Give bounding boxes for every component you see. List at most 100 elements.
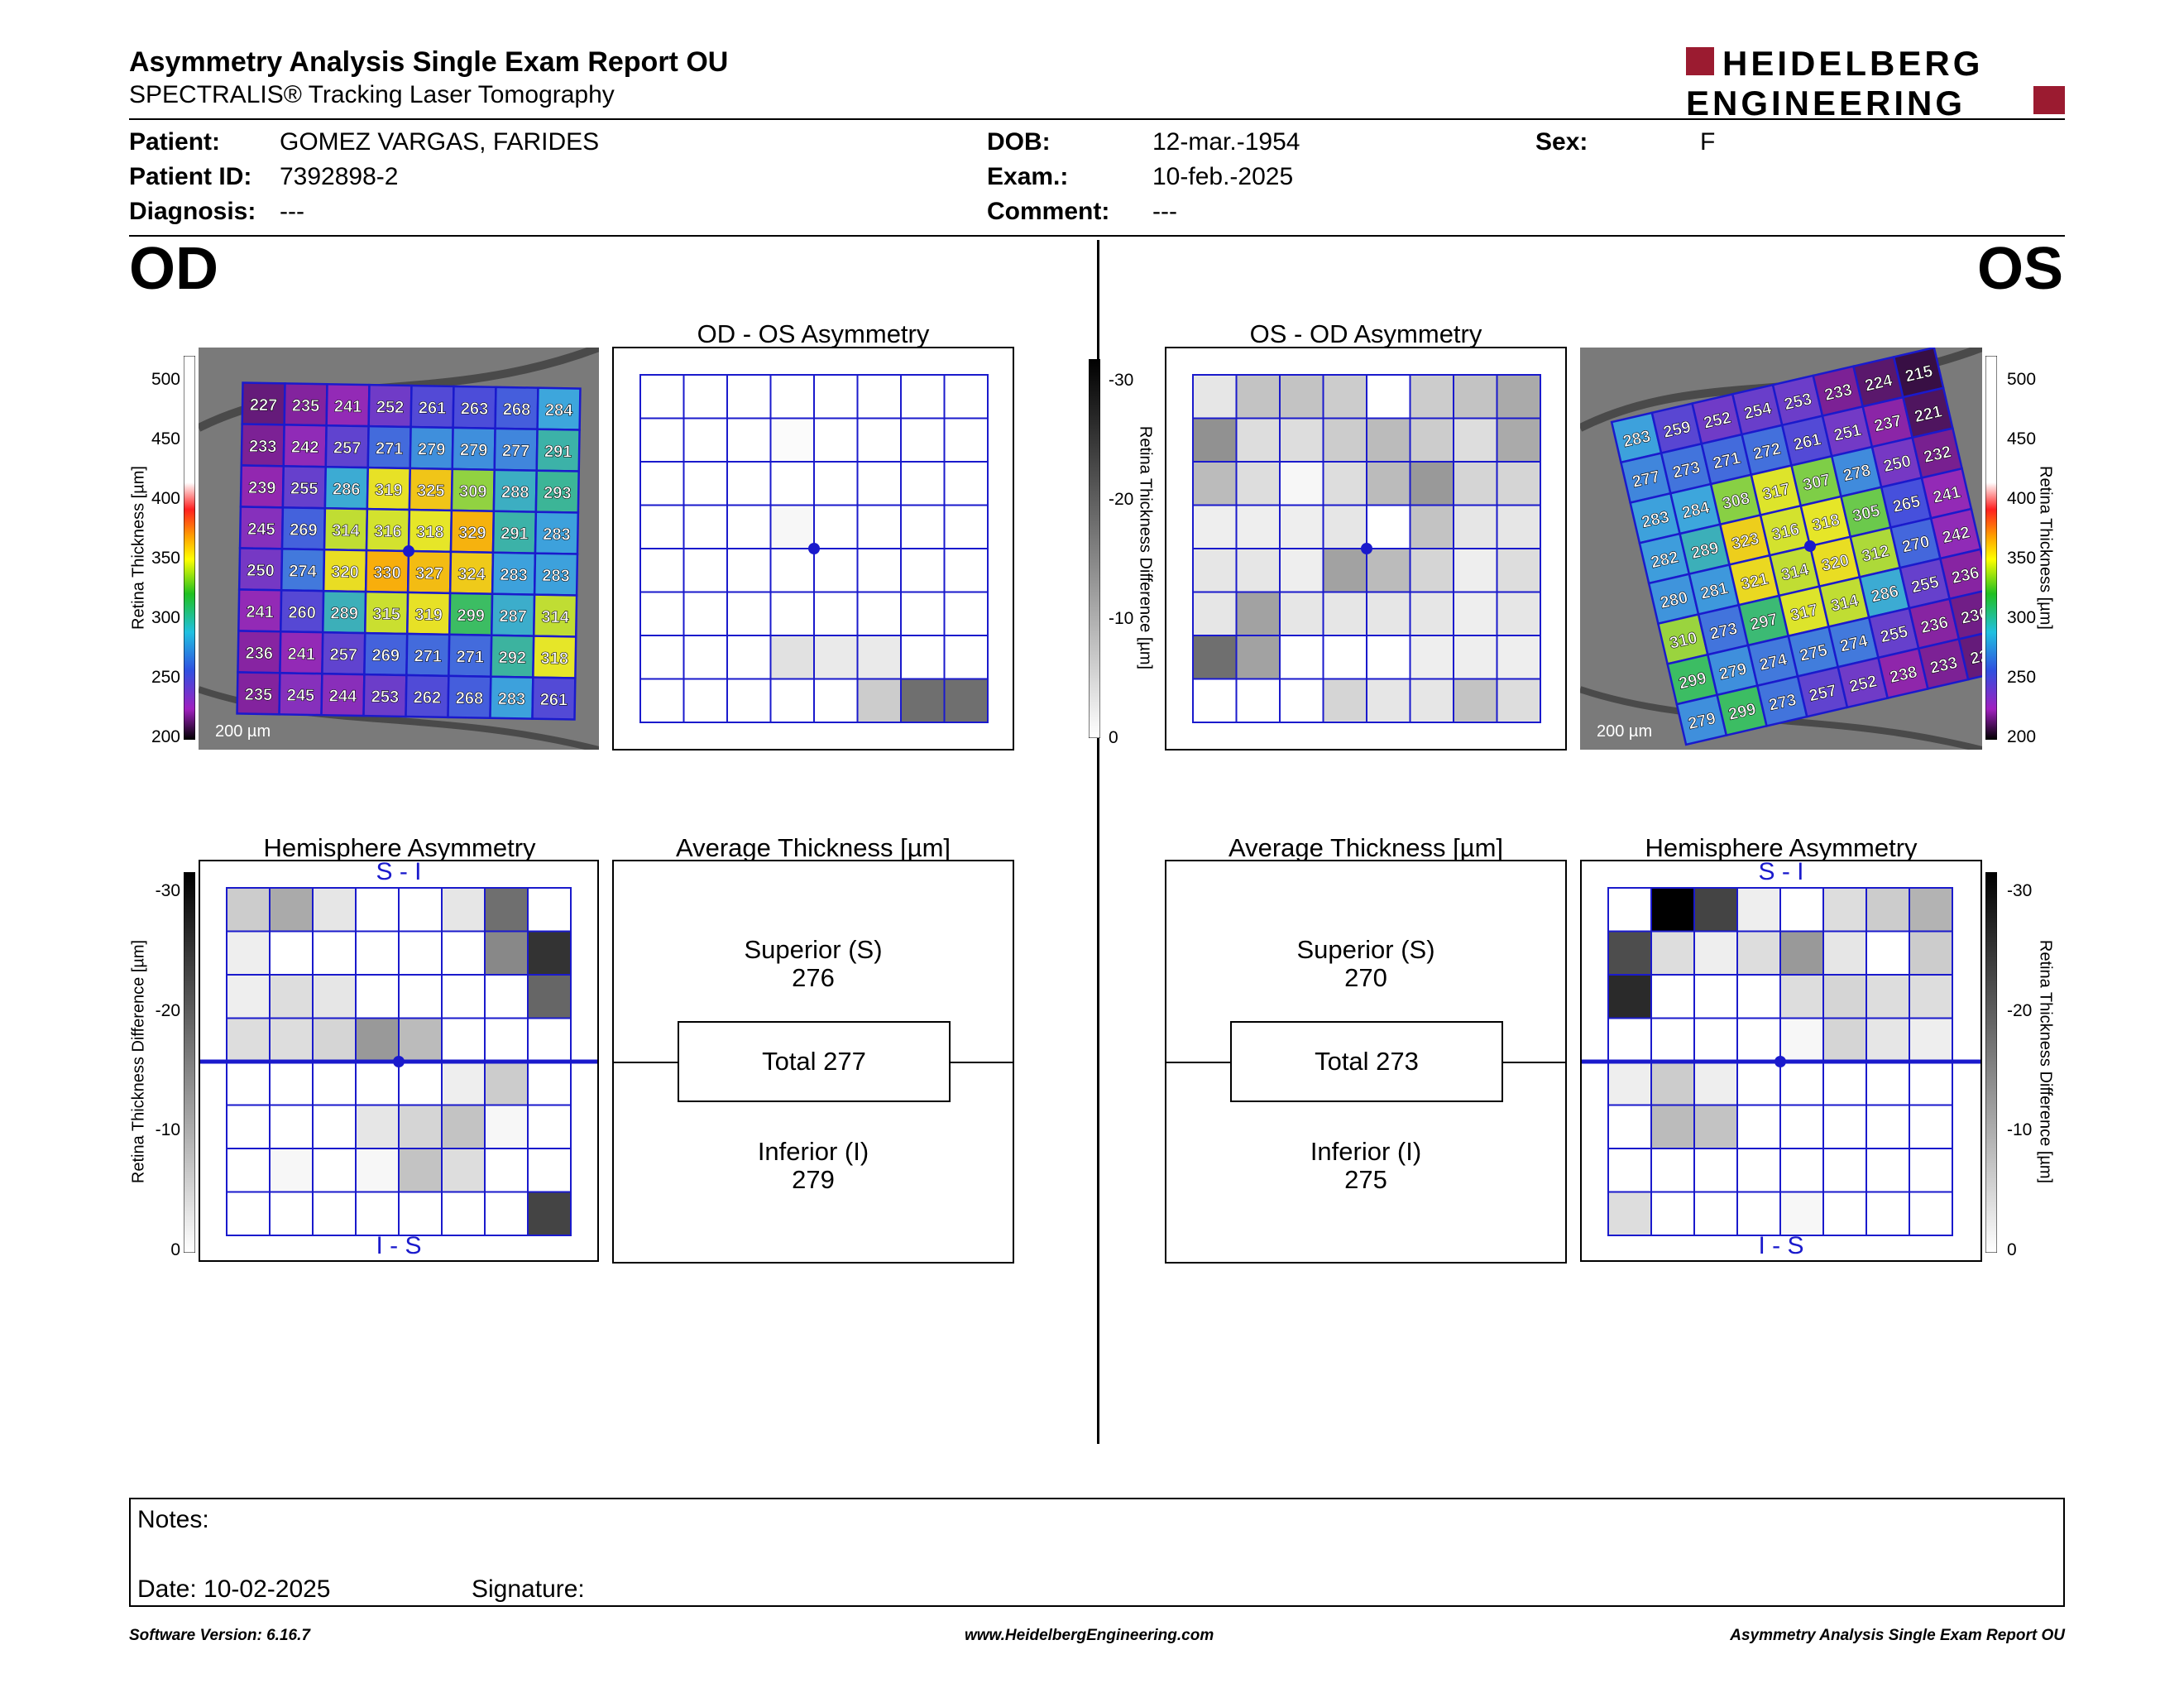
od-asym-cell [943, 548, 989, 593]
od-map-value: 271 [376, 439, 404, 458]
od-asym-cell [639, 635, 685, 680]
os-hemi-cell [1822, 1191, 1867, 1236]
od-map-value: 242 [291, 439, 319, 458]
os-asym-cell [1366, 591, 1411, 636]
os-asym-cell [1192, 374, 1238, 420]
os-asym-cell [1409, 417, 1454, 463]
tick-label: -30 [1109, 371, 1134, 390]
od-hemi-cell [398, 1191, 443, 1236]
os-hemi-cell [1650, 887, 1695, 933]
os-hemi-panel: S - I I - S [1580, 858, 1982, 1262]
od-map-value: 227 [250, 396, 278, 415]
od-hemi-cell [269, 1191, 314, 1236]
od-asym-cell [682, 374, 728, 420]
report-subtitle: SPECTRALIS® Tracking Laser Tomography [129, 81, 615, 108]
os-hemi-cell [1779, 887, 1824, 933]
tick-label: 250 [151, 668, 180, 687]
od-map-value: 274 [289, 562, 318, 581]
os-hemi-cell [1909, 1017, 1953, 1062]
os-hemi-cell [1909, 887, 1953, 933]
od-map-value: 277 [502, 442, 530, 461]
od-hemi-cell [527, 1104, 572, 1149]
od-asym-cell [813, 504, 859, 549]
tick-label: 0 [170, 1240, 180, 1259]
os-map-scale-bar: 200 µm [1597, 722, 1652, 741]
tick-label: 500 [151, 370, 180, 389]
tick-label: 350 [151, 549, 180, 568]
os-hemi-cell [1779, 1061, 1824, 1106]
os-map-fovea-dot [1804, 540, 1816, 552]
od-hemi-cell [484, 1104, 529, 1149]
od-map-value: 283 [498, 690, 526, 709]
os-asym-cell [1453, 548, 1498, 593]
od-thickness-axis-label: Retina Thickness [µm] [129, 466, 148, 630]
od-hemi-cell [441, 887, 486, 933]
os-hemi-top-label: S - I [1758, 858, 1804, 885]
od-hemi-cell [312, 1148, 357, 1193]
od-hemi-cell [312, 1061, 357, 1106]
os-hemi-cell [1607, 1104, 1652, 1149]
os-hemi-cell [1779, 1191, 1824, 1236]
od-avg-title: Average Thickness [µm] [675, 833, 951, 862]
od-asym-cell [943, 678, 989, 723]
od-asym-cell [856, 548, 902, 593]
od-hemi-bottom-label: I - S [376, 1232, 422, 1259]
os-asym-fovea-dot [1361, 543, 1372, 554]
tick-label: 400 [151, 489, 180, 508]
tick-label: 350 [2007, 549, 2037, 568]
od-hemi-cell [312, 974, 357, 1019]
logo-line2: ENGINEERING [1686, 84, 1966, 119]
dob-label: DOB: [987, 128, 1051, 156]
footer-report-name: Asymmetry Analysis Single Exam Report OU [1730, 1627, 2065, 1644]
od-map-value: 283 [543, 525, 571, 544]
od-hemi-cell [398, 1017, 443, 1062]
os-asym-cell [1409, 548, 1454, 593]
od-asym-cell [682, 678, 728, 723]
os-hemi-cell [1822, 1104, 1867, 1149]
od-map-value: 327 [415, 564, 443, 583]
od-hemi-cell [312, 1104, 357, 1149]
os-asym-cell [1279, 635, 1324, 680]
od-map-value: 293 [544, 484, 572, 503]
os-hemi-cell [1866, 887, 1910, 933]
od-hemi-axis-label: Retina Thickness Difference [µm] [129, 939, 148, 1184]
od-asym-cell [639, 374, 685, 420]
os-asym-cell [1322, 504, 1367, 549]
tick-label: 0 [1109, 728, 1118, 747]
tick-label: 250 [2007, 668, 2037, 687]
os-asym-cell [1235, 504, 1281, 549]
software-version: Software Version: 6.16.7 [129, 1627, 310, 1644]
os-hemi-cell [1779, 1104, 1824, 1149]
od-asym-cell [639, 461, 685, 506]
website-link[interactable]: www.HeidelbergEngineering.com [965, 1627, 1214, 1644]
od-hemi-cell [441, 1104, 486, 1149]
od-hemi-cell [355, 887, 400, 933]
od-map-value: 262 [414, 688, 442, 707]
od-hemi-cell [527, 887, 572, 933]
patient-id-value: 7392898-2 [280, 163, 399, 190]
notes-box[interactable]: Notes: Date: 10-02-2025 Signature: [129, 1498, 2065, 1607]
os-hemi-cell [1909, 930, 1953, 976]
exam-value: 10-feb.-2025 [1152, 163, 1294, 190]
os-map-value: 252 [1702, 409, 1732, 433]
od-hemi-cell [398, 1104, 443, 1149]
od-asym-cell [813, 548, 859, 593]
od-asym-cell [639, 548, 685, 593]
os-hemi-cell [1822, 1148, 1867, 1193]
od-asym-cell [726, 504, 772, 549]
os-hemi-cell [1607, 930, 1652, 976]
os-asym-cell [1366, 635, 1411, 680]
os-hemi-cell [1779, 1017, 1824, 1062]
od-asym-cell [639, 504, 685, 549]
od-hemi-cell [355, 1017, 400, 1062]
os-inferior-label: Inferior (I) [1310, 1137, 1422, 1166]
os-asym-cell [1409, 635, 1454, 680]
od-map-value: 235 [292, 397, 320, 416]
tick-label: 0 [2007, 1240, 2017, 1259]
od-map-value: 235 [245, 686, 273, 705]
os-hemi-cell [1607, 1148, 1652, 1193]
os-asym-cell [1453, 635, 1498, 680]
od-map-value: 271 [456, 648, 484, 667]
od-hemi-cell [269, 930, 314, 976]
os-asym-cell [1279, 678, 1324, 723]
